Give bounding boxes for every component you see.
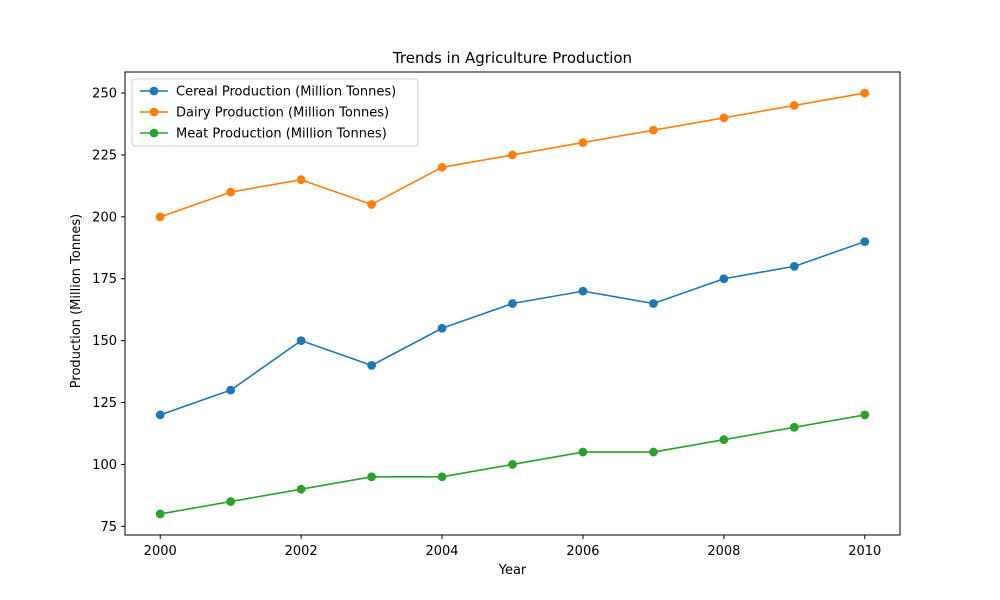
chart-title: Trends in Agriculture Production — [392, 49, 632, 67]
plot-frame — [124, 71, 901, 536]
data-point — [649, 447, 658, 457]
data-point — [508, 299, 517, 308]
data-point — [578, 138, 588, 147]
data-point — [719, 113, 729, 123]
data-point — [789, 101, 799, 110]
legend-label: Meat Production (Million Tonnes) — [176, 127, 387, 142]
data-point — [296, 336, 306, 346]
data-point — [789, 422, 799, 432]
data-point — [226, 187, 236, 197]
x-tick-label: 2004 — [425, 544, 458, 559]
data-point — [508, 150, 517, 160]
x-axis: 2000 2002 2004 2006 2008 2010 — [144, 535, 881, 559]
data-point — [860, 410, 870, 420]
y-tick-label: 150 — [92, 334, 117, 349]
data-point — [789, 261, 799, 271]
x-tick-label: 2010 — [848, 544, 881, 559]
legend-item: Cereal Production (Million Tonnes) — [140, 85, 396, 100]
y-tick-label: 225 — [92, 148, 117, 163]
data-point — [578, 286, 588, 296]
data-point — [437, 323, 447, 333]
legend-label: Cereal Production (Million Tonnes) — [176, 85, 396, 100]
data-point — [860, 88, 870, 98]
data-point — [719, 435, 729, 445]
data-point — [367, 472, 376, 482]
series-line — [159, 240, 866, 416]
legend-swatch-marker — [149, 86, 159, 96]
data-point — [367, 360, 376, 370]
legend-swatch-marker — [149, 107, 159, 117]
data-point — [508, 460, 517, 469]
x-tick-label: 2002 — [285, 544, 318, 559]
series-layer — [155, 88, 870, 519]
plot-area — [124, 71, 901, 536]
y-tick-label: 100 — [92, 458, 117, 473]
legend-swatch-marker — [149, 128, 159, 138]
data-point — [437, 162, 447, 172]
x-tick-label: 2008 — [707, 544, 740, 559]
data-point — [296, 175, 306, 185]
x-tick-label: 2000 — [144, 544, 177, 559]
data-point — [155, 410, 165, 420]
data-point — [437, 472, 447, 482]
data-point — [155, 509, 165, 519]
y-tick-label: 175 — [92, 272, 117, 287]
legend-item: Dairy Production (Million Tonnes) — [140, 106, 389, 121]
y-axis-label: Production (Million Tonnes) — [69, 214, 84, 388]
y-axis: 75 100 125 150 175 200 225 250 — [92, 87, 125, 535]
data-point — [367, 200, 376, 209]
series-2 — [155, 88, 870, 222]
data-point — [649, 125, 658, 135]
series-1 — [155, 237, 870, 420]
data-point — [226, 385, 236, 395]
y-tick-label: 75 — [100, 520, 117, 535]
data-point — [578, 447, 588, 457]
legend: Cereal Production (Million Tonnes) Dairy … — [131, 78, 419, 147]
x-tick-label: 2006 — [566, 544, 599, 559]
y-tick-label: 125 — [92, 396, 117, 411]
data-point — [155, 212, 165, 222]
x-axis-label: Year — [498, 563, 527, 578]
y-tick-label: 250 — [92, 87, 117, 102]
data-point — [226, 497, 236, 506]
legend-label: Dairy Production (Million Tonnes) — [176, 106, 389, 121]
series-3 — [155, 410, 870, 519]
data-point — [649, 299, 658, 308]
data-point — [296, 484, 306, 494]
y-tick-label: 200 — [92, 210, 117, 225]
data-point — [719, 274, 729, 284]
data-point — [860, 237, 870, 247]
legend-item: Meat Production (Million Tonnes) — [140, 127, 387, 142]
legend-box — [131, 78, 419, 147]
